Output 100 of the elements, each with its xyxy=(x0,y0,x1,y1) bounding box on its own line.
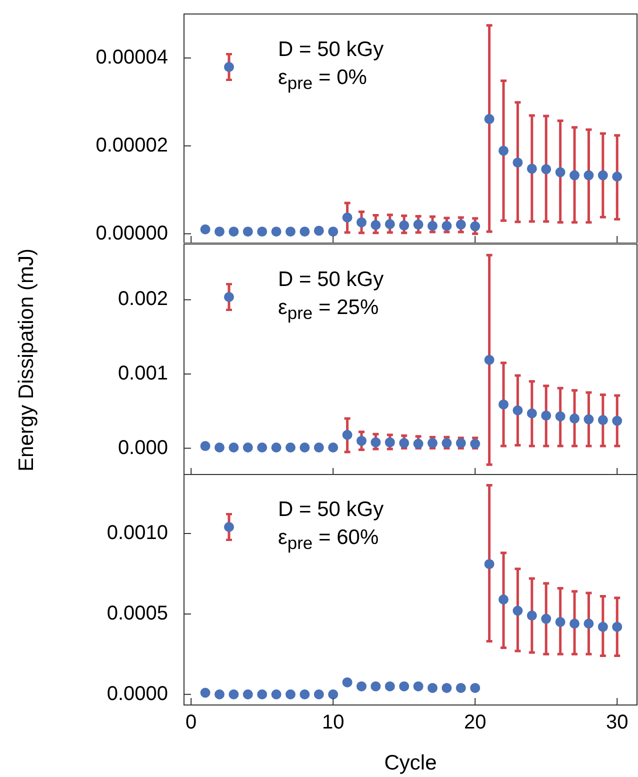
point xyxy=(442,682,452,693)
point xyxy=(370,437,381,448)
point xyxy=(399,438,410,448)
point xyxy=(257,442,268,453)
point xyxy=(370,681,381,692)
point xyxy=(598,415,608,426)
point xyxy=(413,220,424,230)
point xyxy=(370,220,381,230)
point xyxy=(271,442,282,453)
point xyxy=(413,438,424,449)
point xyxy=(570,170,580,180)
point xyxy=(242,226,253,237)
y-tick-label: 0.001 xyxy=(118,362,168,384)
point xyxy=(498,146,509,156)
point xyxy=(384,437,395,448)
point xyxy=(399,220,410,230)
point xyxy=(598,170,608,180)
y-tick-label: 0.00000 xyxy=(96,222,168,244)
legend-label: D = 50 kGy ε$_{pre}$ = 25% xyxy=(278,267,384,326)
x-tick-label: 10 xyxy=(322,712,344,734)
point xyxy=(342,212,352,223)
point xyxy=(584,618,594,629)
point xyxy=(300,442,310,453)
y-tick-label: 0.00002 xyxy=(96,134,168,156)
point xyxy=(384,219,395,230)
point xyxy=(214,442,224,453)
point xyxy=(286,689,296,700)
y-tick-label: 0.0010 xyxy=(106,522,168,544)
point xyxy=(328,442,338,453)
point xyxy=(484,559,494,570)
point xyxy=(612,622,622,632)
point xyxy=(228,689,239,700)
point xyxy=(200,441,210,452)
point xyxy=(612,416,622,426)
x-tick-label: 20 xyxy=(464,712,486,734)
point xyxy=(456,220,466,230)
point xyxy=(526,408,537,418)
point xyxy=(228,226,239,237)
point xyxy=(356,436,367,446)
point xyxy=(484,114,494,124)
point xyxy=(541,410,552,421)
point xyxy=(442,220,452,231)
point xyxy=(526,610,537,621)
point xyxy=(242,442,253,453)
point xyxy=(570,414,580,424)
point xyxy=(314,442,324,453)
point xyxy=(399,681,410,692)
point xyxy=(214,689,224,700)
point xyxy=(271,689,282,700)
point xyxy=(214,226,224,237)
point xyxy=(512,405,523,416)
point xyxy=(428,438,438,448)
y-tick-label: 0.0005 xyxy=(106,602,168,624)
x-tick-label: 30 xyxy=(606,712,628,734)
x-tick-label: 0 xyxy=(186,712,197,734)
point xyxy=(200,224,210,234)
point xyxy=(470,682,480,693)
point xyxy=(498,399,509,410)
point xyxy=(271,226,282,237)
point xyxy=(242,689,253,700)
point xyxy=(257,226,268,237)
point xyxy=(598,622,608,632)
point xyxy=(498,594,509,604)
point xyxy=(526,164,537,174)
point xyxy=(555,616,566,627)
point xyxy=(456,682,466,693)
point xyxy=(200,688,210,698)
point xyxy=(541,614,552,624)
point xyxy=(384,681,395,692)
point xyxy=(342,677,352,688)
point xyxy=(328,689,338,700)
point xyxy=(286,226,296,237)
point xyxy=(228,442,239,453)
point xyxy=(300,226,310,237)
point xyxy=(541,164,552,174)
point xyxy=(300,689,310,700)
point xyxy=(314,226,324,236)
y-tick-label: 0.0000 xyxy=(106,682,168,705)
point xyxy=(428,682,438,693)
point xyxy=(555,167,566,178)
point xyxy=(257,689,268,700)
point xyxy=(512,606,523,616)
legend-label: D = 50 kGy ε$_{pre}$ = 60% xyxy=(278,497,384,556)
x-axis-title: Cycle xyxy=(384,751,437,774)
y-axis-title: Energy Dissipation (mJ) xyxy=(15,248,39,472)
point xyxy=(342,430,352,440)
point xyxy=(470,221,480,232)
point xyxy=(314,689,324,700)
y-tick-label: 0.000 xyxy=(118,436,168,459)
legend-label: D = 50 kGy ε$_{pre}$ = 0% xyxy=(278,37,384,96)
point xyxy=(356,681,367,692)
y-tick-label: 0.002 xyxy=(118,288,168,310)
point xyxy=(356,217,367,228)
point xyxy=(484,354,494,365)
point xyxy=(512,158,523,168)
y-tick-label: 0.00004 xyxy=(96,46,168,68)
point xyxy=(584,170,594,180)
point xyxy=(555,411,566,422)
point xyxy=(428,220,438,231)
point xyxy=(584,414,594,424)
